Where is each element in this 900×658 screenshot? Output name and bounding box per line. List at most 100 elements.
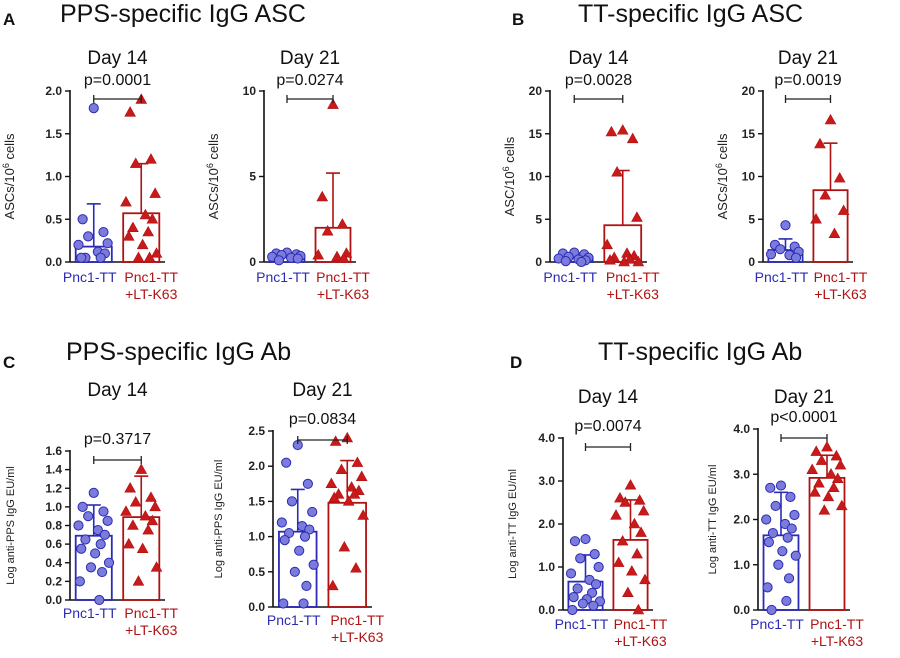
chart-a2-point-triangle — [327, 98, 339, 109]
chart-d1-point-circle — [577, 598, 588, 609]
chart-c2-ylabel: Log anti-PPS IgG EU/ml — [213, 460, 225, 579]
chart-a1-ytick-label: 0.5 — [45, 212, 62, 226]
chart-c2-group-label-lt-k63: +LT-K63 — [331, 629, 383, 645]
chart-d1-point-circle — [567, 604, 578, 616]
chart-d1-point-circle — [580, 533, 591, 545]
chart-b1-point-triangle — [611, 166, 623, 177]
chart-b1-ytick-label: 10 — [529, 170, 543, 184]
chart-c1-point-circle — [76, 543, 87, 554]
chart-d2-ytick-label: 2.0 — [733, 513, 750, 527]
chart-a1-point-triangle — [149, 187, 161, 198]
chart-d1-ytick-label: 0.0 — [538, 603, 555, 617]
chart-a1-point-triangle — [143, 251, 156, 262]
chart-b2-point-circle — [765, 249, 777, 260]
chart-b1-ytick-label: 5 — [535, 212, 542, 226]
chart-d2-point-triangle — [809, 486, 821, 497]
panel-title-c: PPS-specific IgG Ab — [66, 338, 292, 366]
chart-d2-point-triangle — [818, 504, 831, 515]
chart-a1-group-label-pnc1-tt: Pnc1-TT — [63, 269, 117, 285]
chart-a2-point-circle — [273, 255, 285, 266]
chart-c1-point-triangle — [127, 519, 139, 530]
chart-c1-point-circle — [103, 557, 115, 568]
chart-d1-point-circle — [568, 592, 579, 603]
chart-b2-bar-pnc1-tt-lt-k63 — [812, 189, 849, 263]
chart-d1-point-triangle — [633, 494, 646, 505]
chart-c1-point-triangle — [149, 500, 161, 512]
chart-d2-point-triangle — [806, 463, 819, 474]
chart-d2-point-circle — [763, 537, 774, 548]
chart-d1-point-triangle — [625, 565, 638, 576]
chart-a2-point-triangle — [331, 250, 343, 262]
chart-c1-point-triangle — [120, 505, 132, 516]
chart-b2-ytick-label: 15 — [742, 127, 756, 141]
chart-a1-point-circle — [95, 252, 106, 263]
chart-d2-group-label-pnc1-tt: Pnc1-TT — [750, 616, 804, 632]
chart-b2-point-triangle — [828, 227, 841, 239]
chart-c1-point-circle — [85, 562, 97, 573]
chart-d1-point-circle — [589, 549, 600, 560]
chart-c1-point-circle — [96, 566, 108, 578]
chart-d1-point-triangle — [616, 534, 629, 546]
chart-c2-ytick-label: 0.5 — [248, 565, 265, 579]
chart-b2-point-triangle — [837, 204, 850, 215]
ylabel-part: cells — [2, 133, 17, 163]
chart-d1-point-triangle — [637, 504, 650, 516]
chart-c2-point-circle — [276, 517, 287, 528]
chart-c2-point-triangle — [329, 435, 342, 446]
chart-d1-point-triangle — [628, 517, 641, 529]
chart-c1-point-triangle — [142, 523, 155, 535]
chart-a1-point-triangle — [139, 208, 152, 220]
chart-c2-ytick-label: 1.5 — [248, 494, 265, 508]
chart-c1-point-triangle — [150, 561, 163, 572]
chart-c2-point-circle — [301, 580, 312, 591]
chart-a2-ytick-label: 0 — [249, 255, 256, 269]
ylabel-superscript: 6 — [205, 163, 215, 168]
panel-letter-a: A — [3, 10, 16, 29]
chart-b1-point-triangle — [605, 125, 618, 137]
ylabel-superscript: 6 — [501, 166, 511, 171]
chart-b2-ytick-label: 20 — [742, 84, 756, 98]
chart-d1-point-circle — [569, 536, 581, 547]
ylabel-part: ASCs/10 — [206, 168, 221, 219]
chart-c1-point-triangle — [145, 491, 157, 502]
chart-d2-ylabel: Log anti-TT IgG EU/ml — [707, 465, 719, 575]
chart-a1-point-triangle — [129, 157, 142, 168]
chart-b1-pvalue: p=0.0028 — [565, 72, 632, 89]
chart-b2-title: Day 21 — [778, 48, 838, 69]
chart-c2-point-circle — [299, 531, 311, 542]
chart-a1-point-triangle — [146, 213, 159, 224]
chart-d2-ytick-label: 1.0 — [733, 558, 750, 572]
chart-c1-pvalue: p=0.3717 — [84, 431, 151, 448]
chart-d2-ytick-label: 4.0 — [733, 422, 750, 436]
chart-b2-point-triangle — [814, 137, 826, 149]
chart-d2-point-triangle — [830, 449, 843, 461]
ylabel-part: cells — [502, 136, 517, 166]
chart-d1-point-triangle — [619, 496, 632, 507]
chart-d1-group-label-pnc1-tt: Pnc1-TT — [555, 616, 609, 632]
chart-a2-point-triangle — [316, 190, 329, 202]
chart-c1-point-triangle — [132, 575, 145, 586]
chart-d1-point-triangle — [622, 586, 634, 598]
chart-a1-ytick-label: 2.0 — [45, 84, 62, 98]
chart-b1-point-triangle — [618, 255, 630, 267]
ylabel-superscript: 6 — [1, 163, 11, 168]
chart-b1-point-triangle — [632, 255, 645, 267]
chart-c2-point-triangle — [357, 509, 369, 520]
chart-c2-point-triangle — [338, 540, 351, 552]
chart-a1-point-triangle — [127, 221, 139, 233]
chart-c2-ytick-label: 2.0 — [248, 459, 265, 473]
chart-d1-ytick-label: 3.0 — [538, 474, 555, 488]
chart-c2-point-triangle — [350, 562, 362, 573]
chart-c1-point-circle — [90, 548, 101, 559]
chart-a2-pvalue: p=0.0274 — [276, 72, 343, 89]
chart-d2-point-triangle — [810, 445, 823, 456]
chart-c2-point-circle — [279, 535, 290, 546]
chart-c2-point-triangle — [348, 488, 361, 499]
chart-a1-point-circle — [76, 252, 87, 263]
chart-a1-point-triangle — [124, 106, 136, 117]
chart-b2-group-label-lt-k63: +LT-K63 — [814, 286, 866, 302]
chart-c2-point-triangle — [355, 470, 368, 481]
chart-a1-ytick-label: 1.0 — [45, 170, 62, 184]
chart-b1-point-circle — [576, 256, 587, 268]
